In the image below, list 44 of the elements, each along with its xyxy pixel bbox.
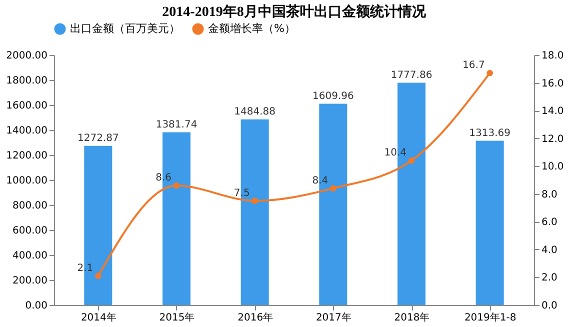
y-tick-label: 800.00	[12, 200, 48, 212]
bar	[476, 140, 504, 305]
y-tick-label: 1800.00	[6, 76, 48, 86]
y2-tick-label: 4.0	[542, 244, 558, 256]
data-label: 1484.88	[234, 106, 276, 118]
y2-tick-label: 14.0	[542, 106, 564, 118]
x-tick-label: 2015年	[159, 312, 195, 324]
legend-label: 金额增长率（%）	[208, 22, 296, 35]
chart-title: 2014-2019年8月中国茶叶出口金额统计情况	[162, 3, 427, 20]
y2-tick-label: 10.0	[542, 162, 564, 173]
y-tick-label: 2000.00	[6, 50, 48, 62]
point	[173, 182, 180, 189]
data-label: 1272.87	[77, 132, 119, 144]
data-label: 16.7	[462, 60, 485, 72]
y-tick-label: 1200.00	[6, 150, 48, 162]
y2-tick-label: 8.0	[542, 189, 558, 200]
x-tick-label: 2014年	[80, 312, 116, 324]
x-tick-label: 2018年	[394, 312, 430, 324]
y2-tick-label: 18.0	[542, 50, 564, 62]
point	[252, 198, 258, 204]
y-tick-label: 200.00	[12, 276, 48, 286]
y-tick-label: 600.00	[12, 226, 48, 236]
y-tick-label: 1000.00	[6, 176, 48, 186]
y-tick-label: 400.00	[12, 250, 48, 262]
y2-tick-label: 16.0	[542, 78, 564, 90]
x-tick-label: 2016年	[238, 312, 274, 324]
point	[486, 70, 493, 76]
legend-label: 出口金额（百万美元）	[70, 22, 180, 35]
data-label: 1381.74	[156, 119, 198, 130]
y2-tick-label: 12.0	[542, 134, 564, 145]
point	[330, 185, 336, 192]
data-label: 1777.86	[390, 70, 432, 81]
y-tick-label: 1600.00	[6, 100, 48, 112]
data-label: 1609.96	[312, 90, 354, 102]
y-tick-label: 1400.00	[6, 126, 48, 136]
y-tick-label: 0.00	[25, 300, 48, 312]
y2-tick-label: 0.0	[542, 300, 558, 312]
data-label: 1313.69	[469, 128, 511, 139]
point	[95, 272, 102, 279]
y2-tick-label: 6.0	[542, 217, 558, 228]
x-tick-label: 2017年	[316, 312, 352, 324]
point	[408, 157, 415, 164]
x-tick-label: 2019年1-8	[464, 312, 516, 324]
y2-tick-label: 2.0	[542, 272, 558, 284]
